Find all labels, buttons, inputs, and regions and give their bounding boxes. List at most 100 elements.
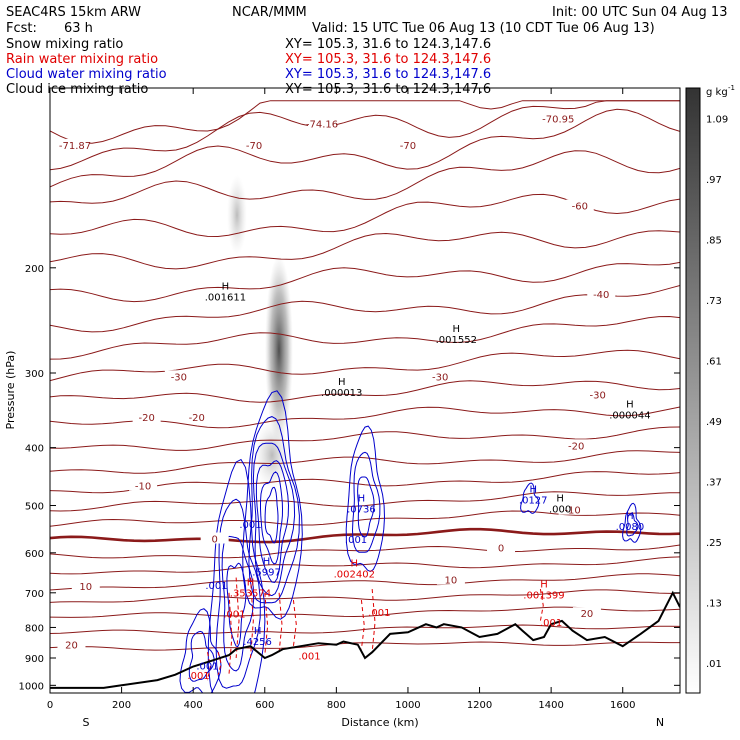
rain-contour [292, 600, 297, 647]
legend-rain-label: Rain water mixing ratio [6, 52, 158, 67]
cloud-core-contour [264, 486, 279, 544]
x-tick-label: 600 [255, 700, 274, 711]
isotherm-label-bg [164, 370, 193, 382]
axes: 0 200 400 600 800 1000 1200 1400 160020030040050… [19, 88, 680, 711]
isotherm-label: 10 [79, 582, 92, 593]
colorbar-level: .37 [706, 477, 722, 488]
isotherm-line [50, 510, 680, 527]
maximum-marker: H [254, 626, 262, 637]
maximum-value: .353574 [230, 589, 271, 600]
cloud-small-contour [520, 482, 540, 514]
cloud-core-contour [242, 390, 303, 620]
isotherm-line [50, 426, 680, 451]
isotherm-line [50, 261, 680, 303]
isotherm-label-bg [129, 479, 158, 491]
isotherm-label: -20 [138, 413, 154, 424]
isotherm-label-bg [544, 112, 573, 124]
legend-snow-xy: XY= 105.3, 31.6 to 124.3,147.6 [285, 37, 491, 52]
maximum-marker: H [350, 559, 358, 570]
contour-value-label: .001 [368, 608, 390, 619]
contour-value-label: .001 [223, 610, 245, 621]
isotherm-label-bg [393, 138, 422, 150]
isotherm-label-bg [57, 638, 86, 650]
legend-rain-xy: XY= 105.3, 31.6 to 124.3,147.6 [285, 52, 491, 67]
isotherm-line [50, 380, 680, 403]
isotherm-line [50, 641, 680, 651]
legend-snow-label: Snow mixing ratio [6, 37, 123, 52]
rain-contour [360, 600, 365, 650]
maximum-value: .001552 [436, 335, 477, 346]
isotherm-line [50, 573, 680, 591]
maximum-value: .001611 [205, 292, 246, 303]
isotherm-label: -20 [568, 441, 584, 452]
plot-frame [49, 87, 681, 694]
colorbar-level: .73 [706, 296, 722, 307]
rain-contour [235, 577, 240, 659]
x-tick-label: 1000 [395, 700, 420, 711]
isotherm-label-bg [558, 503, 587, 515]
valid-time: Valid: 15 UTC Tue 06 Aug 13 (10 CDT Tue … [312, 21, 655, 36]
isotherm-line [50, 285, 680, 333]
rain-contour [228, 592, 233, 675]
maximum-marker: H [453, 324, 461, 335]
rain-contour [207, 652, 211, 681]
isotherm-label-bg [572, 607, 601, 619]
isotherm-line [50, 450, 680, 474]
isotherm-line [50, 315, 680, 360]
isotherm-line [50, 100, 680, 144]
forecast-label: Fcst: [6, 21, 37, 36]
cloud-core-contour [252, 442, 296, 597]
maximum-value: .000044 [609, 411, 650, 422]
maximum-marker: H [556, 494, 564, 505]
colorbar-level: .13 [706, 598, 722, 609]
cloud-left-contour [207, 458, 266, 693]
isotherm-label-bg [583, 388, 612, 400]
ice-plume-core [265, 255, 293, 445]
maximum-marker: H [529, 484, 537, 495]
isotherm-label: -60 [572, 202, 588, 213]
isotherm-label: -10 [135, 482, 151, 493]
contour-value-label: .001 [205, 581, 227, 592]
colorbar-level: .85 [706, 235, 722, 246]
cloud-small-contour [626, 512, 639, 537]
maximum-value: .001399 [523, 590, 564, 601]
freezing-level-line [50, 527, 680, 544]
cloud-mid-contour [357, 476, 375, 538]
y-axis-title: Pressure (hPa) [4, 351, 17, 430]
cloud-water-contours [179, 390, 642, 693]
isotherm-label-bg [71, 580, 100, 592]
maximum-marker: H [247, 578, 255, 589]
maximum-value: .002402 [334, 570, 375, 581]
isotherm-line [50, 624, 680, 635]
isotherm-label-bg [562, 439, 591, 451]
isotherm-line [50, 491, 680, 512]
rain-contour [217, 652, 222, 675]
colorbar-gradient [685, 87, 701, 694]
x-tick-label: 0 [47, 700, 53, 711]
maximum-value: .0080 [616, 522, 645, 533]
isotherm-label: -74.16 [306, 119, 338, 130]
isotherm-label-bg [182, 411, 211, 423]
legend-cloud-ice-label: Cloud ice mixing ratio [6, 82, 148, 97]
colorbar-level: .49 [706, 417, 722, 428]
isotherm-label-bg [200, 532, 229, 544]
isotherm-label: -30 [171, 372, 187, 383]
x-axis-title: Distance (km) [341, 716, 418, 729]
maximum-value: .000 [549, 505, 571, 516]
contour-value-label: .001 [187, 671, 209, 682]
isotherm-label-bg [426, 370, 455, 382]
init-time: Init: 00 UTC Sun 04 Aug 13 [552, 5, 727, 20]
maximum-value: .5997 [252, 568, 281, 579]
cloud-mid-contour [351, 451, 381, 553]
colorbar: g kg -1 .01 .13 .25 .37 .49 .61 .73 .85 .97 1.09 [685, 84, 735, 694]
y-tick-label: 600 [25, 549, 44, 560]
maximum-marker: H [540, 579, 548, 590]
contour-value-label: .001 [345, 535, 367, 546]
x-tick-label: 1200 [467, 700, 492, 711]
y-tick-label: 800 [25, 623, 44, 634]
cloud-mid-contour [345, 425, 386, 572]
terrain-profile [50, 590, 680, 689]
legend-cloud-ice-xy: XY= 105.3, 31.6 to 124.3,147.6 [285, 82, 491, 97]
y-tick-label: 500 [25, 502, 44, 513]
